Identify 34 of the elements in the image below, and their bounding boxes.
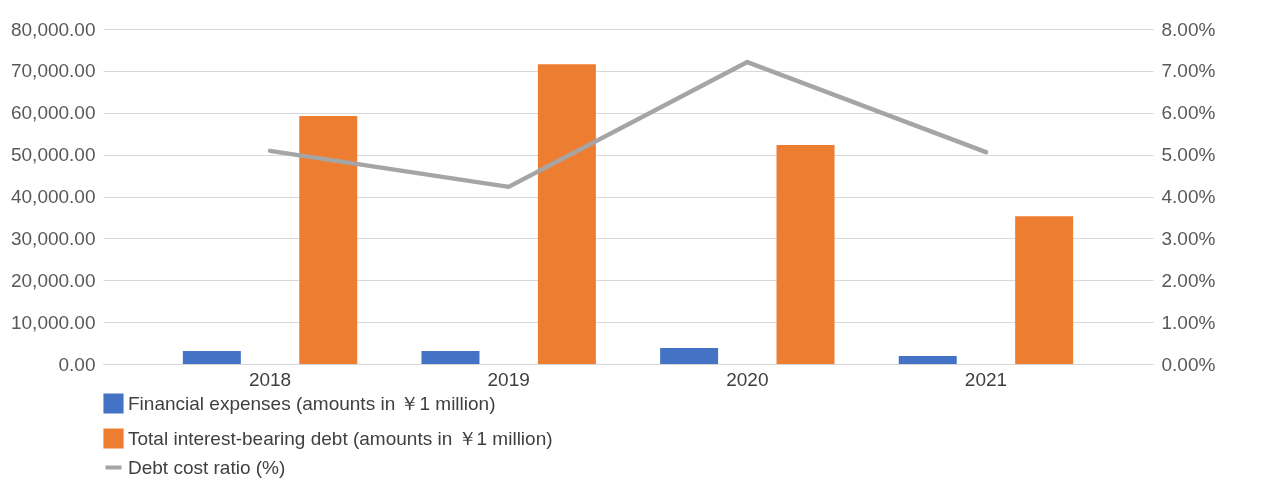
bar <box>537 64 596 364</box>
y2-tick-label: 8.00% <box>1161 18 1216 40</box>
y2-tick-label: 6.00% <box>1161 102 1216 124</box>
y2-tick-label: 0.00% <box>1161 353 1216 375</box>
y2-tick-label: 5.00% <box>1161 144 1216 166</box>
bar <box>660 348 719 364</box>
y-tick-label: 40,000.00 <box>10 186 96 207</box>
bar <box>182 351 241 364</box>
y2-tick-label: 7.00% <box>1161 60 1216 82</box>
x-tick-label: 2020 <box>726 368 769 390</box>
legend-label: Debt cost ratio (%) <box>128 456 286 478</box>
bar <box>1015 216 1074 364</box>
bar <box>776 144 835 364</box>
y-tick-label: 80,000.00 <box>10 18 96 40</box>
y-tick-label: 50,000.00 <box>10 144 96 166</box>
bar <box>898 356 957 364</box>
y2-tick-label: 2.00% <box>1161 269 1216 291</box>
x-tick-label: 2019 <box>487 368 530 390</box>
y2-tick-label: 1.00% <box>1161 311 1216 333</box>
bar <box>421 351 480 364</box>
legend-label: Financial expenses (amounts in ￥1 million) <box>128 392 496 414</box>
x-tick-label: 2018 <box>248 368 292 390</box>
y-tick-label: 60,000.00 <box>10 102 96 124</box>
y-tick-label: 20,000.00 <box>10 269 96 291</box>
y-tick-label: 70,000.00 <box>10 60 96 82</box>
y-tick-label: 10,000.00 <box>10 311 96 333</box>
bar <box>299 116 358 364</box>
y2-tick-label: 3.00% <box>1161 227 1216 249</box>
y-tick-label: 30,000.00 <box>10 227 96 249</box>
legend-label: Total interest-bearing debt (amounts in ￥1 million) <box>128 427 553 449</box>
y-tick-label: 0.00 <box>58 353 96 375</box>
x-tick-label: 2021 <box>964 368 1008 390</box>
line-series <box>267 59 989 190</box>
y2-tick-label: 4.00% <box>1161 186 1216 207</box>
